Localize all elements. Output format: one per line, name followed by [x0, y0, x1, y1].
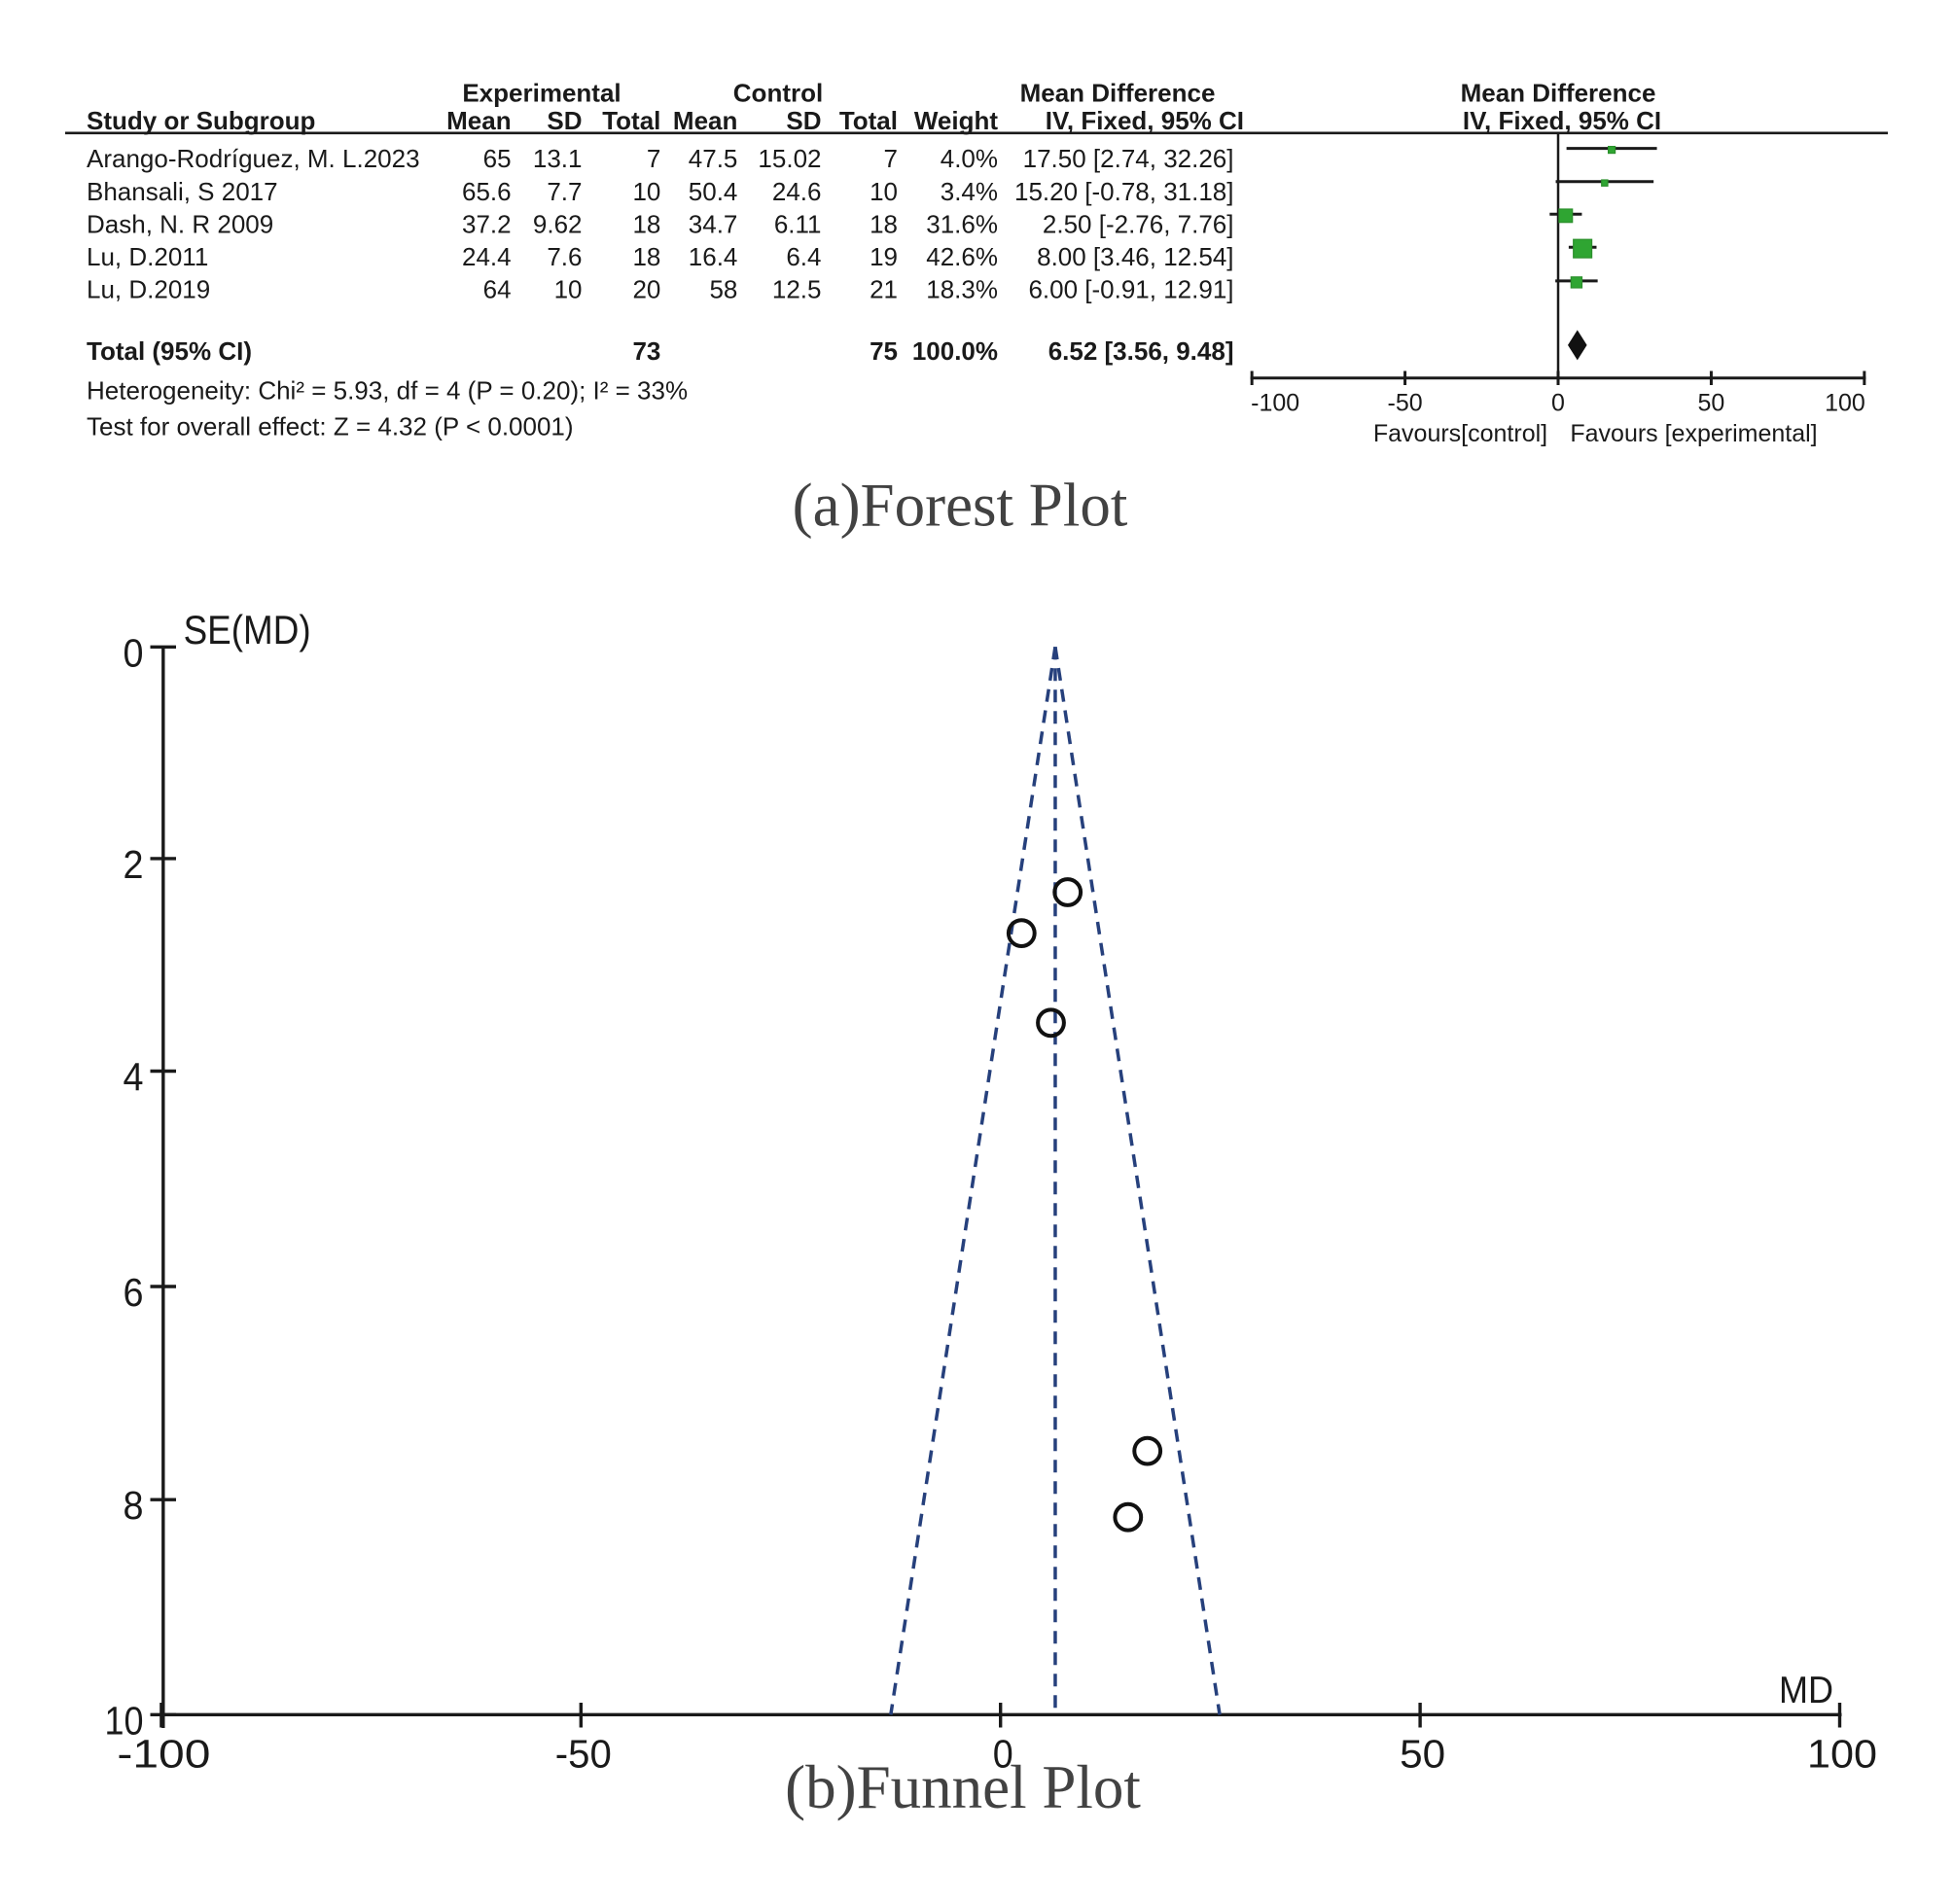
svg-text:18: 18: [632, 242, 660, 271]
svg-text:Arango-Rodríguez, M. L.2023: Arango-Rodríguez, M. L.2023: [87, 144, 420, 173]
svg-text:18: 18: [632, 209, 660, 238]
svg-text:31.6%: 31.6%: [926, 209, 998, 238]
svg-text:8: 8: [124, 1483, 144, 1528]
svg-text:47.5: 47.5: [689, 144, 738, 173]
svg-text:4: 4: [124, 1055, 144, 1100]
svg-text:Total: Total: [839, 106, 898, 135]
svg-text:17.50 [2.74, 32.26]: 17.50 [2.74, 32.26]: [1023, 144, 1234, 173]
svg-text:50: 50: [1698, 390, 1725, 417]
svg-text:75: 75: [870, 336, 898, 366]
svg-text:20: 20: [632, 275, 660, 304]
svg-text:18.3%: 18.3%: [926, 275, 998, 304]
svg-text:Experimental: Experimental: [462, 79, 621, 108]
svg-text:18: 18: [870, 209, 898, 238]
svg-text:6: 6: [124, 1270, 144, 1315]
svg-text:24.4: 24.4: [462, 242, 512, 271]
svg-text:IV, Fixed, 95% CI: IV, Fixed, 95% CI: [1046, 106, 1244, 135]
svg-text:Study or Subgroup: Study or Subgroup: [87, 106, 315, 135]
svg-text:6.11: 6.11: [774, 209, 822, 238]
svg-text:21: 21: [870, 275, 898, 304]
svg-text:Lu, D.2011: Lu, D.2011: [87, 242, 208, 271]
svg-text:6.00 [-0.91, 12.91]: 6.00 [-0.91, 12.91]: [1028, 275, 1233, 304]
svg-text:50.4: 50.4: [689, 177, 738, 206]
svg-text:-50: -50: [1388, 390, 1423, 417]
svg-text:10: 10: [870, 177, 898, 206]
svg-text:58: 58: [709, 275, 737, 304]
svg-text:7: 7: [647, 144, 660, 173]
svg-text:6.52 [3.56, 9.48]: 6.52 [3.56, 9.48]: [1048, 336, 1234, 366]
svg-text:SE(MD): SE(MD): [184, 607, 311, 652]
svg-text:50: 50: [1400, 1732, 1445, 1777]
svg-text:(b)Funnel Plot: (b)Funnel Plot: [785, 1753, 1141, 1821]
svg-text:-100: -100: [1251, 390, 1299, 417]
svg-text:2: 2: [124, 842, 144, 887]
svg-text:7.6: 7.6: [547, 242, 582, 271]
svg-text:Total (95% CI): Total (95% CI): [87, 336, 252, 366]
svg-text:Mean Difference: Mean Difference: [1020, 79, 1216, 108]
svg-text:SD: SD: [786, 106, 821, 135]
svg-text:Lu, D.2019: Lu, D.2019: [87, 275, 210, 304]
svg-text:2.50 [-2.76, 7.76]: 2.50 [-2.76, 7.76]: [1043, 209, 1234, 238]
svg-text:34.7: 34.7: [689, 209, 738, 238]
svg-text:42.6%: 42.6%: [926, 242, 998, 271]
svg-text:6.4: 6.4: [786, 242, 821, 271]
svg-text:Favours [experimental]: Favours [experimental]: [1570, 420, 1817, 447]
svg-text:10: 10: [554, 275, 583, 304]
svg-text:8.00 [3.46, 12.54]: 8.00 [3.46, 12.54]: [1037, 242, 1233, 271]
svg-text:73: 73: [632, 336, 660, 366]
svg-text:7: 7: [884, 144, 898, 173]
svg-text:Mean Difference: Mean Difference: [1461, 79, 1656, 108]
svg-text:Control: Control: [733, 79, 823, 108]
svg-text:10: 10: [632, 177, 660, 206]
svg-text:Bhansali, S 2017: Bhansali, S 2017: [87, 177, 278, 206]
svg-text:0: 0: [993, 1732, 1013, 1777]
svg-text:Total: Total: [602, 106, 660, 135]
svg-text:(a)Forest Plot: (a)Forest Plot: [793, 472, 1128, 540]
svg-text:10: 10: [105, 1698, 144, 1743]
svg-text:Mean: Mean: [446, 106, 511, 135]
svg-text:-50: -50: [555, 1732, 612, 1777]
svg-text:15.02: 15.02: [758, 144, 821, 173]
svg-text:7.7: 7.7: [547, 177, 582, 206]
svg-text:24.6: 24.6: [772, 177, 822, 206]
svg-text:Weight: Weight: [914, 106, 999, 135]
svg-text:19: 19: [870, 242, 898, 271]
svg-text:4.0%: 4.0%: [941, 144, 998, 173]
svg-text:100.0%: 100.0%: [912, 336, 998, 366]
svg-text:IV, Fixed, 95% CI: IV, Fixed, 95% CI: [1463, 106, 1661, 135]
svg-text:15.20 [-0.78, 31.18]: 15.20 [-0.78, 31.18]: [1014, 177, 1234, 206]
svg-text:MD: MD: [1779, 1670, 1833, 1711]
svg-text:SD: SD: [547, 106, 582, 135]
svg-text:Favours[control]: Favours[control]: [1373, 420, 1547, 447]
svg-text:12.5: 12.5: [772, 275, 822, 304]
svg-text:13.1: 13.1: [533, 144, 583, 173]
svg-text:0: 0: [124, 630, 144, 675]
svg-text:9.62: 9.62: [533, 209, 583, 238]
svg-text:Test for overall effect: Z = 4: Test for overall effect: Z = 4.32 (P < 0…: [87, 412, 574, 441]
svg-text:Dash, N. R 2009: Dash, N. R 2009: [87, 209, 273, 238]
svg-text:65.6: 65.6: [462, 177, 512, 206]
svg-text:16.4: 16.4: [689, 242, 738, 271]
svg-text:0: 0: [1551, 390, 1565, 417]
svg-text:3.4%: 3.4%: [941, 177, 998, 206]
svg-text:Mean: Mean: [673, 106, 737, 135]
svg-text:-100: -100: [117, 1732, 210, 1777]
svg-text:Heterogeneity: Chi² = 5.93, df: Heterogeneity: Chi² = 5.93, df = 4 (P = …: [87, 376, 688, 405]
svg-text:100: 100: [1807, 1732, 1877, 1777]
svg-text:100: 100: [1825, 390, 1865, 417]
svg-text:64: 64: [483, 275, 512, 304]
svg-text:37.2: 37.2: [462, 209, 512, 238]
svg-text:65: 65: [483, 144, 512, 173]
